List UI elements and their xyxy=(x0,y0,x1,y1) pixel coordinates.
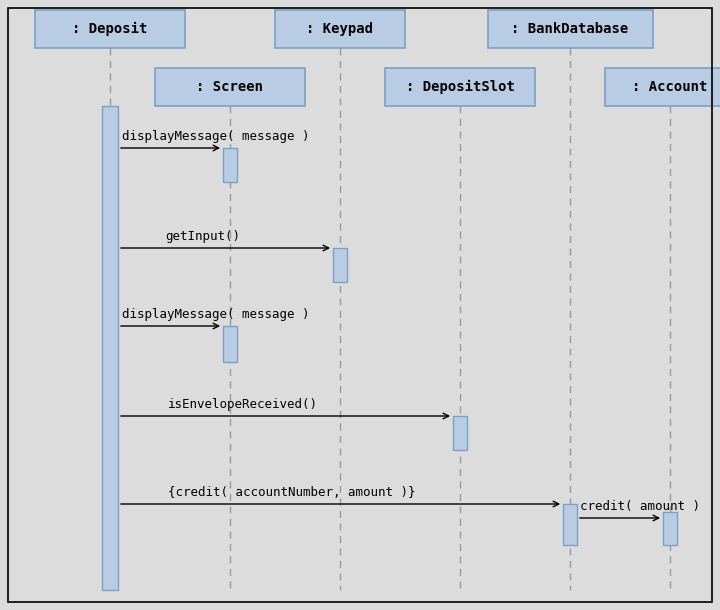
FancyBboxPatch shape xyxy=(275,10,405,48)
FancyBboxPatch shape xyxy=(155,68,305,106)
Text: : Account: : Account xyxy=(632,80,708,94)
Text: {credit( accountNumber, amount )}: {credit( accountNumber, amount )} xyxy=(168,486,415,499)
Text: getInput(): getInput() xyxy=(165,230,240,243)
Text: displayMessage( message ): displayMessage( message ) xyxy=(122,130,310,143)
FancyBboxPatch shape xyxy=(385,68,535,106)
Text: isEnvelopeReceived(): isEnvelopeReceived() xyxy=(168,398,318,411)
FancyBboxPatch shape xyxy=(487,10,652,48)
Text: : BankDatabase: : BankDatabase xyxy=(511,22,629,36)
Text: : Screen: : Screen xyxy=(197,80,264,94)
Text: displayMessage( message ): displayMessage( message ) xyxy=(122,308,310,321)
FancyBboxPatch shape xyxy=(663,512,677,545)
FancyBboxPatch shape xyxy=(333,248,347,282)
FancyBboxPatch shape xyxy=(223,326,237,362)
Text: : Keypad: : Keypad xyxy=(307,22,374,36)
Text: credit( amount ): credit( amount ) xyxy=(580,500,700,513)
FancyBboxPatch shape xyxy=(563,504,577,545)
FancyBboxPatch shape xyxy=(223,148,237,182)
Text: : DepositSlot: : DepositSlot xyxy=(405,80,514,94)
FancyBboxPatch shape xyxy=(102,106,118,590)
FancyBboxPatch shape xyxy=(35,10,185,48)
FancyBboxPatch shape xyxy=(605,68,720,106)
FancyBboxPatch shape xyxy=(453,416,467,450)
Text: : Deposit: : Deposit xyxy=(72,22,148,36)
